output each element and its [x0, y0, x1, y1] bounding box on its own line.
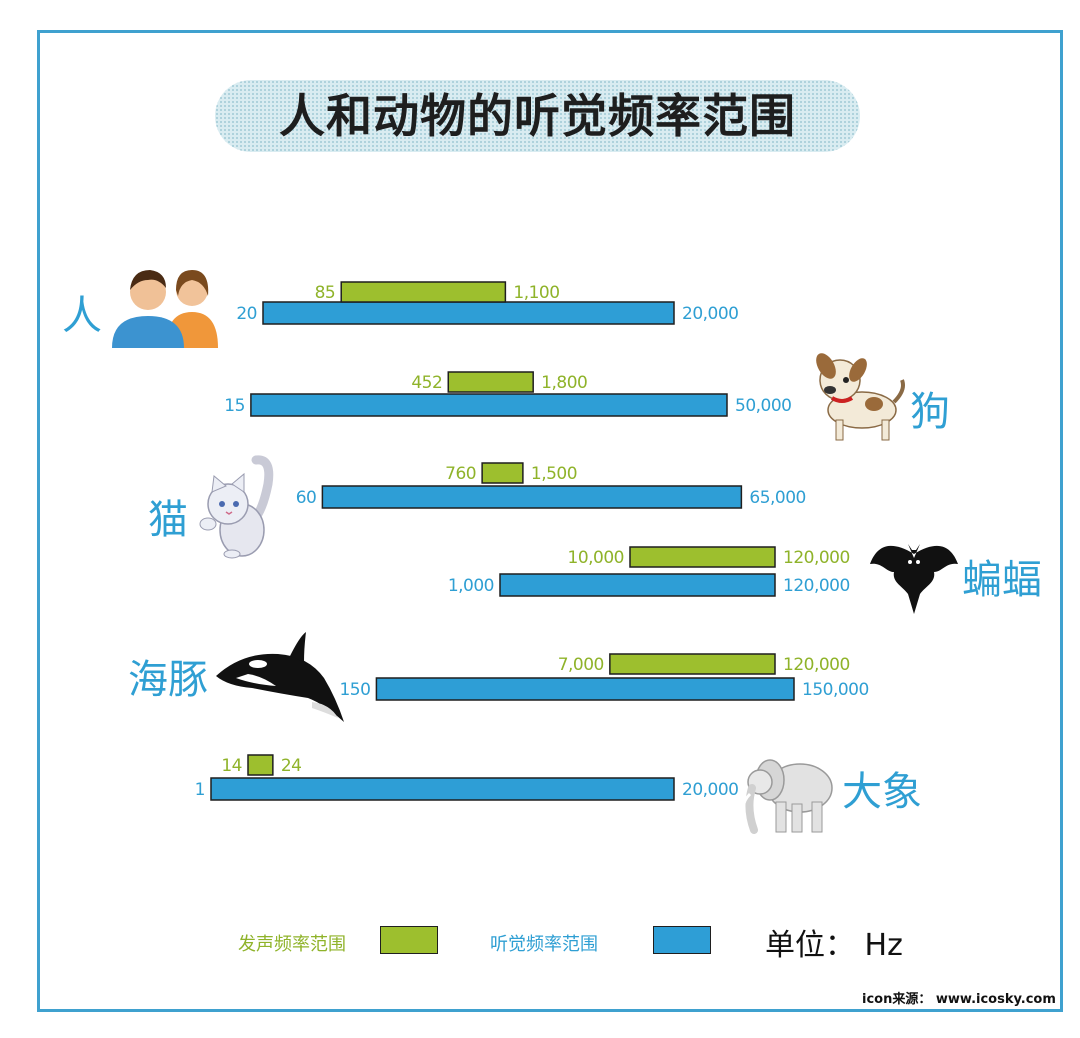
hearing-bar-human — [262, 301, 675, 325]
hearing-high-label-elephant: 20,000 — [682, 780, 738, 800]
cat-icon — [199, 455, 274, 559]
hearing-high-label-dog: 50,000 — [735, 396, 791, 416]
people-icon — [112, 270, 218, 348]
vocal-bar-elephant — [247, 754, 274, 776]
hearing-low-label-dog: 15 — [224, 396, 245, 416]
vocal-bar-bat — [629, 546, 776, 568]
title-background — [215, 80, 860, 152]
hearing-low-label-dolphin: 150 — [339, 680, 370, 700]
vocal-high-label-dolphin: 120,000 — [783, 655, 850, 675]
hearing-bar-bat — [499, 573, 776, 597]
legend-swatch-hearing — [653, 926, 711, 954]
hearing-low-label-human: 20 — [236, 304, 257, 324]
legend-label-vocal: 发声频率范围 — [238, 934, 346, 955]
orca-icon — [216, 632, 344, 722]
dog-icon — [816, 353, 905, 441]
bat-icon — [870, 544, 958, 614]
category-label-elephant: 大象 — [842, 769, 922, 815]
vocal-low-label-human: 85 — [315, 283, 336, 303]
vocal-high-label-dog: 1,800 — [541, 373, 587, 393]
hearing-low-label-elephant: 1 — [195, 780, 205, 800]
vocal-bar-cat — [481, 462, 524, 484]
vocal-high-label-elephant: 24 — [281, 756, 302, 776]
hearing-low-label-cat: 60 — [296, 488, 317, 508]
icon-source-credit: icon来源： www.icosky.com — [862, 992, 1056, 1007]
category-label-dog: 狗 — [910, 389, 950, 435]
vocal-low-label-dog: 452 — [411, 373, 442, 393]
vocal-low-label-cat: 760 — [445, 464, 476, 484]
category-label-bat: 蝙蝠 — [962, 557, 1042, 603]
chart-title: 人和动物的听觉频率范围 — [279, 89, 796, 143]
hearing-high-label-bat: 120,000 — [783, 576, 850, 596]
vocal-high-label-cat: 1,500 — [531, 464, 577, 484]
legend-swatch-vocal — [380, 926, 438, 954]
vocal-low-label-elephant: 14 — [221, 756, 242, 776]
vocal-bar-dog — [447, 371, 534, 393]
category-label-human: 人 — [62, 293, 102, 339]
hearing-low-label-bat: 1,000 — [448, 576, 494, 596]
hearing-high-label-dolphin: 150,000 — [802, 680, 869, 700]
vocal-high-label-bat: 120,000 — [783, 548, 850, 568]
unit-label: 单位： Hz — [765, 928, 903, 963]
category-label-cat: 猫 — [148, 497, 188, 543]
hearing-bar-dolphin — [375, 677, 795, 701]
hearing-bar-dog — [250, 393, 728, 417]
vocal-low-label-dolphin: 7,000 — [558, 655, 604, 675]
hearing-high-label-human: 20,000 — [682, 304, 738, 324]
vocal-bar-dolphin — [609, 653, 776, 675]
vocal-high-label-human: 1,100 — [513, 283, 559, 303]
hearing-high-label-cat: 65,000 — [749, 488, 805, 508]
vocal-bar-human — [340, 281, 507, 303]
elephant-icon — [742, 759, 833, 834]
category-label-dolphin: 海豚 — [128, 657, 208, 703]
vocal-low-label-bat: 10,000 — [568, 548, 624, 568]
legend-label-hearing: 听觉频率范围 — [490, 934, 598, 955]
hearing-bar-elephant — [210, 777, 675, 801]
hearing-bar-cat — [321, 485, 743, 509]
